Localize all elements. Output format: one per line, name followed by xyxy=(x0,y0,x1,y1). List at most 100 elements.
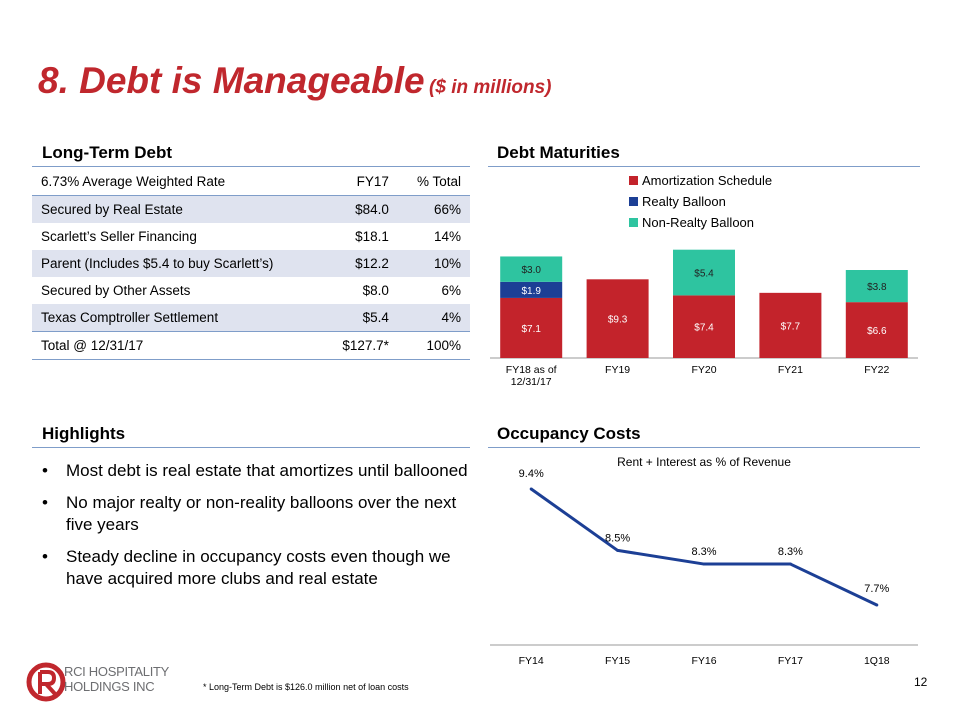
row-pct: 66% xyxy=(397,195,470,223)
bullet: • xyxy=(42,547,48,566)
data-label: 7.7% xyxy=(864,583,889,595)
data-point xyxy=(702,562,706,566)
highlight-text: Most debt is real estate that amortizes … xyxy=(66,461,468,480)
logo-line-1: RCI HOSPITALITY xyxy=(64,664,170,679)
bar-segment xyxy=(586,279,649,358)
bar-segment xyxy=(845,302,908,358)
data-label: $9.3 xyxy=(608,315,628,326)
chart-title: Rent + Interest as % of Revenue xyxy=(617,455,791,469)
bar-segment xyxy=(673,249,735,296)
title-sub: ($ in millions) xyxy=(429,77,552,98)
x-tick-label: FY20 xyxy=(691,364,716,376)
bullet: • xyxy=(42,493,48,512)
occupancy-costs-chart: Rent + Interest as % of Revenue 9.4% 8.5% 8… xyxy=(490,455,918,667)
row-label: Secured by Real Estate xyxy=(32,195,323,223)
debt-maturities-rule xyxy=(488,166,920,167)
legend-label: Non-Realty Balloon xyxy=(642,215,754,230)
header-pct: % Total xyxy=(397,168,470,196)
data-label: 8.3% xyxy=(778,546,803,558)
row-label: Secured by Other Assets xyxy=(41,283,191,298)
table-header-row: 6.73% Average Weighted Rate FY17 % Total xyxy=(32,168,470,196)
data-label: $3.0 xyxy=(521,265,541,276)
row-label: Parent (Includes $5.4 to buy Scarlett’s) xyxy=(32,250,323,277)
long-term-debt-table: 6.73% Average Weighted Rate FY17 % Total… xyxy=(32,168,470,360)
table-row: Parent (Includes $5.4 to buy Scarlett’s)… xyxy=(32,250,470,277)
highlights-list: • Most debt is real estate that amortizes… xyxy=(42,460,482,600)
data-point xyxy=(529,487,533,491)
list-item: • Steady decline in occupancy costs even … xyxy=(42,546,482,590)
occupancy-costs-heading: Occupancy Costs xyxy=(497,424,641,443)
data-label: $3.8 xyxy=(867,282,887,293)
logo-line-2: HOLDINGS INC xyxy=(64,679,155,694)
row-fy17: $8.0 xyxy=(362,283,389,298)
table-row: Scarlett’s Seller Financing $18.1 14% xyxy=(32,223,470,250)
x-tick-label: FY16 xyxy=(691,655,716,667)
row-fy17: $18.1 xyxy=(355,229,389,244)
x-tick-label: FY14 xyxy=(519,655,544,667)
total-fy17: $127.7* xyxy=(322,331,398,360)
table-row: Secured by Other Assets $8.0 6% xyxy=(32,277,470,304)
data-label: $5.4 xyxy=(694,269,714,280)
occupancy-costs-rule xyxy=(488,447,920,448)
slide-title: 8. Debt is Manageable ($ in millions) xyxy=(38,60,551,102)
rci-logo-icon xyxy=(26,662,66,702)
x-tick-label: FY18 as of 12/31/17 xyxy=(506,364,557,388)
x-tick-label: FY21 xyxy=(778,364,803,376)
row-label: Texas Comptroller Settlement xyxy=(32,304,323,332)
row-fy17: $5.4 xyxy=(322,304,398,332)
highlight-text: No major realty or non-reality balloons … xyxy=(66,493,457,534)
debt-maturities-heading: Debt Maturities xyxy=(497,143,620,162)
footnote: * Long-Term Debt is $126.0 million net o… xyxy=(203,682,409,692)
data-label: 8.3% xyxy=(691,546,716,558)
data-label: $7.7 xyxy=(781,321,801,332)
data-label: $7.1 xyxy=(521,324,541,335)
long-term-debt-heading: Long-Term Debt xyxy=(42,143,173,162)
bar-segment xyxy=(759,292,822,358)
data-label: $7.4 xyxy=(694,323,714,334)
highlights-rule xyxy=(32,447,470,448)
bar-segment xyxy=(500,256,563,282)
bullet: • xyxy=(42,461,48,480)
page-number: 12 xyxy=(914,675,928,689)
highlights-heading: Highlights xyxy=(42,424,126,443)
table-row: Texas Comptroller Settlement $5.4 4% xyxy=(32,304,470,332)
data-label: 9.4% xyxy=(519,468,544,480)
data-point xyxy=(875,603,879,607)
x-tick-label: FY19 xyxy=(605,364,630,376)
x-tick-label: FY15 xyxy=(605,655,630,667)
legend-swatch xyxy=(629,176,638,185)
row-pct: 10% xyxy=(397,250,470,277)
legend-swatch xyxy=(629,197,638,206)
logo-text: RCI HOSPITALITY HOLDINGS INC xyxy=(64,664,169,694)
long-term-debt-rule xyxy=(32,166,470,167)
legend-swatch xyxy=(629,218,638,227)
data-label: $1.9 xyxy=(521,286,541,297)
debt-maturities-chart: Amortization Schedule Realty Balloon Non-R… xyxy=(490,173,918,388)
table-total-row: Total @ 12/31/17 $127.7* 100% xyxy=(32,331,470,360)
data-point xyxy=(788,562,792,566)
row-fy17: $84.0 xyxy=(322,195,398,223)
row-fy17: $12.2 xyxy=(322,250,398,277)
data-label: $6.6 xyxy=(867,326,887,337)
data-point xyxy=(616,548,620,552)
row-pct: 14% xyxy=(433,229,461,244)
list-item: • Most debt is real estate that amortizes… xyxy=(42,460,482,482)
data-label: 8.5% xyxy=(605,532,630,544)
x-tick-label: FY22 xyxy=(864,364,889,376)
total-pct: 100% xyxy=(397,331,470,360)
table-row: Secured by Real Estate $84.0 66% xyxy=(32,195,470,223)
bar-segment xyxy=(500,281,563,298)
bar-segment xyxy=(500,297,563,358)
x-tick-label: FY17 xyxy=(778,655,803,667)
bar-segment xyxy=(673,295,735,358)
x-tick-label: 1Q18 xyxy=(864,655,890,667)
list-item: • No major realty or non-reality balloons… xyxy=(42,492,482,536)
row-label: Scarlett’s Seller Financing xyxy=(41,229,197,244)
bar-segment xyxy=(845,270,908,303)
row-pct: 4% xyxy=(397,304,470,332)
highlight-text: Steady decline in occupancy costs even t… xyxy=(66,547,451,588)
header-label: 6.73% Average Weighted Rate xyxy=(32,168,323,196)
legend-label: Realty Balloon xyxy=(642,194,726,209)
header-fy17: FY17 xyxy=(322,168,398,196)
row-pct: 6% xyxy=(441,283,461,298)
